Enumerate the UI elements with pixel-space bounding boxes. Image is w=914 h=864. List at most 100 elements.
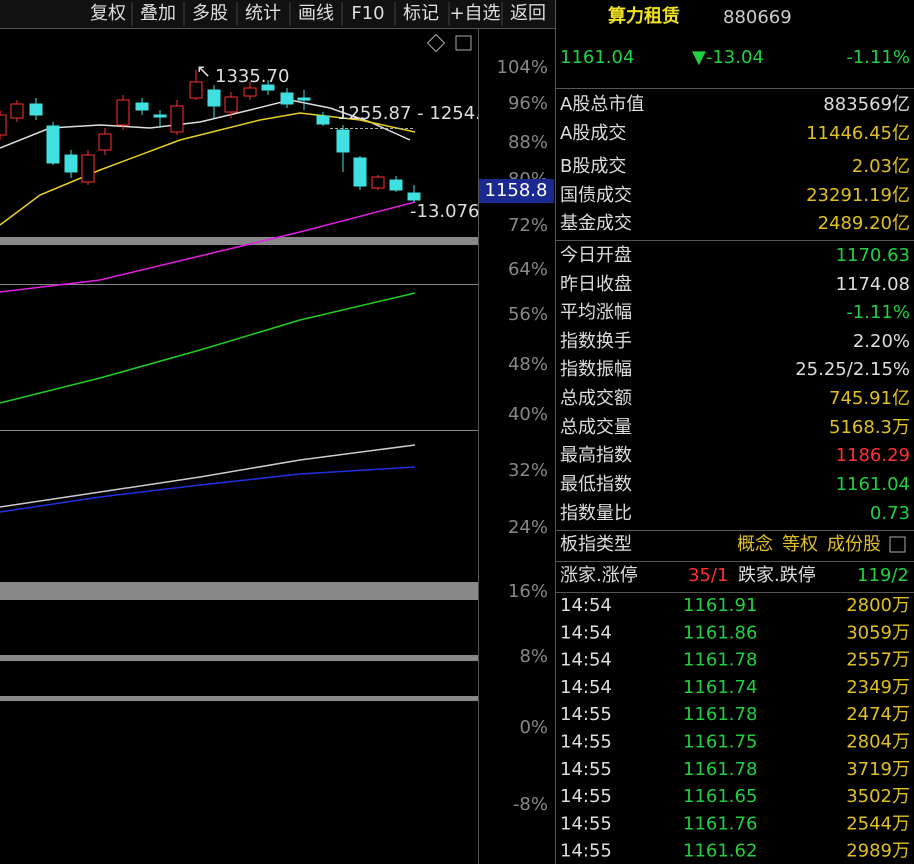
candle [407, 192, 421, 201]
toolbar-button[interactable]: F10 [351, 3, 384, 24]
stat-label: 总成交额 [560, 388, 632, 409]
axis-label: 56% [508, 304, 548, 325]
breadth-label: 跌家.跌停 [738, 565, 816, 586]
stat-value: 2489.20亿 [818, 213, 910, 234]
trade-volume: 2800万 [846, 595, 910, 616]
indicator-line [0, 444, 416, 508]
stat-label: A股总市值 [560, 94, 644, 115]
stat-value: 1186.29 [836, 445, 910, 466]
axis-label: 8% [519, 646, 548, 667]
trade-time: 14:55 [560, 786, 612, 807]
candle [81, 154, 95, 183]
candle [135, 102, 149, 111]
price-tag-bg [479, 179, 554, 203]
candle [353, 157, 367, 187]
candle [98, 133, 112, 151]
trade-volume: 3719万 [846, 759, 910, 780]
stat-value: -1.11% [846, 302, 910, 323]
candle [316, 115, 330, 125]
ma-label: 1255.87 - 1254.24 [337, 103, 504, 124]
stat-value: 5168.3万 [829, 417, 910, 438]
stat-value: 1174.08 [836, 274, 910, 295]
stat-label: 今日开盘 [560, 245, 632, 266]
candle [243, 87, 257, 97]
stat-value: 11446.45亿 [806, 123, 910, 144]
icon[interactable] [455, 35, 472, 51]
trade-price: 1161.75 [683, 732, 757, 753]
ma-line [0, 99, 411, 149]
stat-label: 最高指数 [560, 445, 632, 466]
trade-price: 1161.62 [683, 841, 757, 862]
candle [170, 105, 184, 133]
trade-price: 1161.78 [683, 759, 757, 780]
change: ▼-13.04 [692, 47, 764, 68]
trade-price: 1161.74 [683, 677, 757, 698]
stock-code: 880669 [723, 7, 792, 28]
axis-label: 48% [508, 354, 548, 375]
indicator-line [0, 466, 416, 513]
axis-label: 96% [508, 93, 548, 114]
candle [371, 176, 385, 189]
candle [224, 96, 238, 113]
stat-value: 883569亿 [823, 94, 910, 115]
trade-volume: 3502万 [846, 786, 910, 807]
stat-value: 745.91亿 [829, 388, 910, 409]
toolbar-button[interactable]: +自选 [449, 3, 500, 24]
icon[interactable] [426, 33, 446, 53]
board-label: 板指类型 [560, 534, 632, 555]
candle [29, 103, 43, 116]
board-type: 成份股 [827, 534, 881, 555]
trade-time: 14:55 [560, 813, 612, 834]
breadth-label: 涨家.涨停 [560, 565, 638, 586]
stat-label: 指数振幅 [560, 359, 632, 380]
stock-name: 算力租赁 [608, 5, 680, 27]
separator [0, 655, 478, 661]
high-label: 1335.70 [215, 66, 289, 87]
price-tag: 1158.8 [485, 180, 548, 201]
toolbar-button[interactable]: 叠加 [140, 3, 176, 24]
board-type: 概念 [737, 533, 773, 555]
candle [336, 129, 350, 153]
candle [153, 114, 167, 118]
stat-value: 2.03亿 [852, 156, 910, 177]
price: 1161.04 [560, 47, 634, 68]
trade-price: 1161.78 [683, 704, 757, 725]
stat-label: 指数换手 [560, 331, 632, 352]
stat-value: 1170.63 [836, 245, 910, 266]
trade-time: 14:54 [560, 595, 612, 616]
candle [64, 154, 78, 173]
toolbar-button[interactable]: 多股 [192, 3, 228, 24]
stat-label: B股成交 [560, 156, 626, 177]
trade-volume: 2349万 [846, 677, 910, 698]
axis-label: 32% [508, 460, 548, 481]
axis-label: 0% [519, 717, 548, 738]
stat-label: 国债成交 [560, 185, 632, 206]
trade-price: 1161.65 [683, 786, 757, 807]
toolbar-button[interactable]: 复权 [90, 3, 126, 24]
separator [0, 237, 478, 245]
breadth-value: 119/2 [857, 565, 909, 586]
toolbar-button[interactable]: 标记 [403, 3, 439, 24]
indicator-label: -13.076 [410, 201, 479, 222]
board-type: 等权 [782, 534, 818, 555]
stat-value: 25.25/2.15% [795, 359, 910, 380]
arrow: ↖ [196, 61, 211, 82]
candle [297, 97, 311, 101]
trade-price: 1161.86 [683, 622, 757, 643]
candle [207, 89, 221, 107]
trade-volume: 2557万 [846, 650, 910, 671]
toolbar-button[interactable]: 画线 [298, 3, 334, 24]
toolbar-button[interactable]: 统计 [245, 3, 281, 24]
candle [0, 114, 7, 136]
axis-label: 40% [508, 404, 548, 425]
toolbar-button[interactable]: 返回 [510, 3, 546, 24]
trade-time: 14:54 [560, 650, 612, 671]
board-icon[interactable] [889, 536, 906, 553]
indicator-line [0, 292, 416, 404]
stat-value: 0.73 [870, 503, 910, 524]
stat-label: A股成交 [560, 123, 626, 144]
stat-label: 总成交量 [560, 417, 632, 438]
